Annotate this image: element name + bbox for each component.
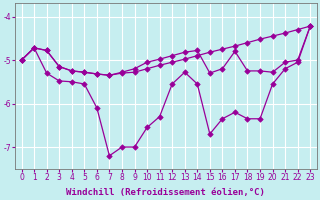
X-axis label: Windchill (Refroidissement éolien,°C): Windchill (Refroidissement éolien,°C) (67, 188, 265, 197)
